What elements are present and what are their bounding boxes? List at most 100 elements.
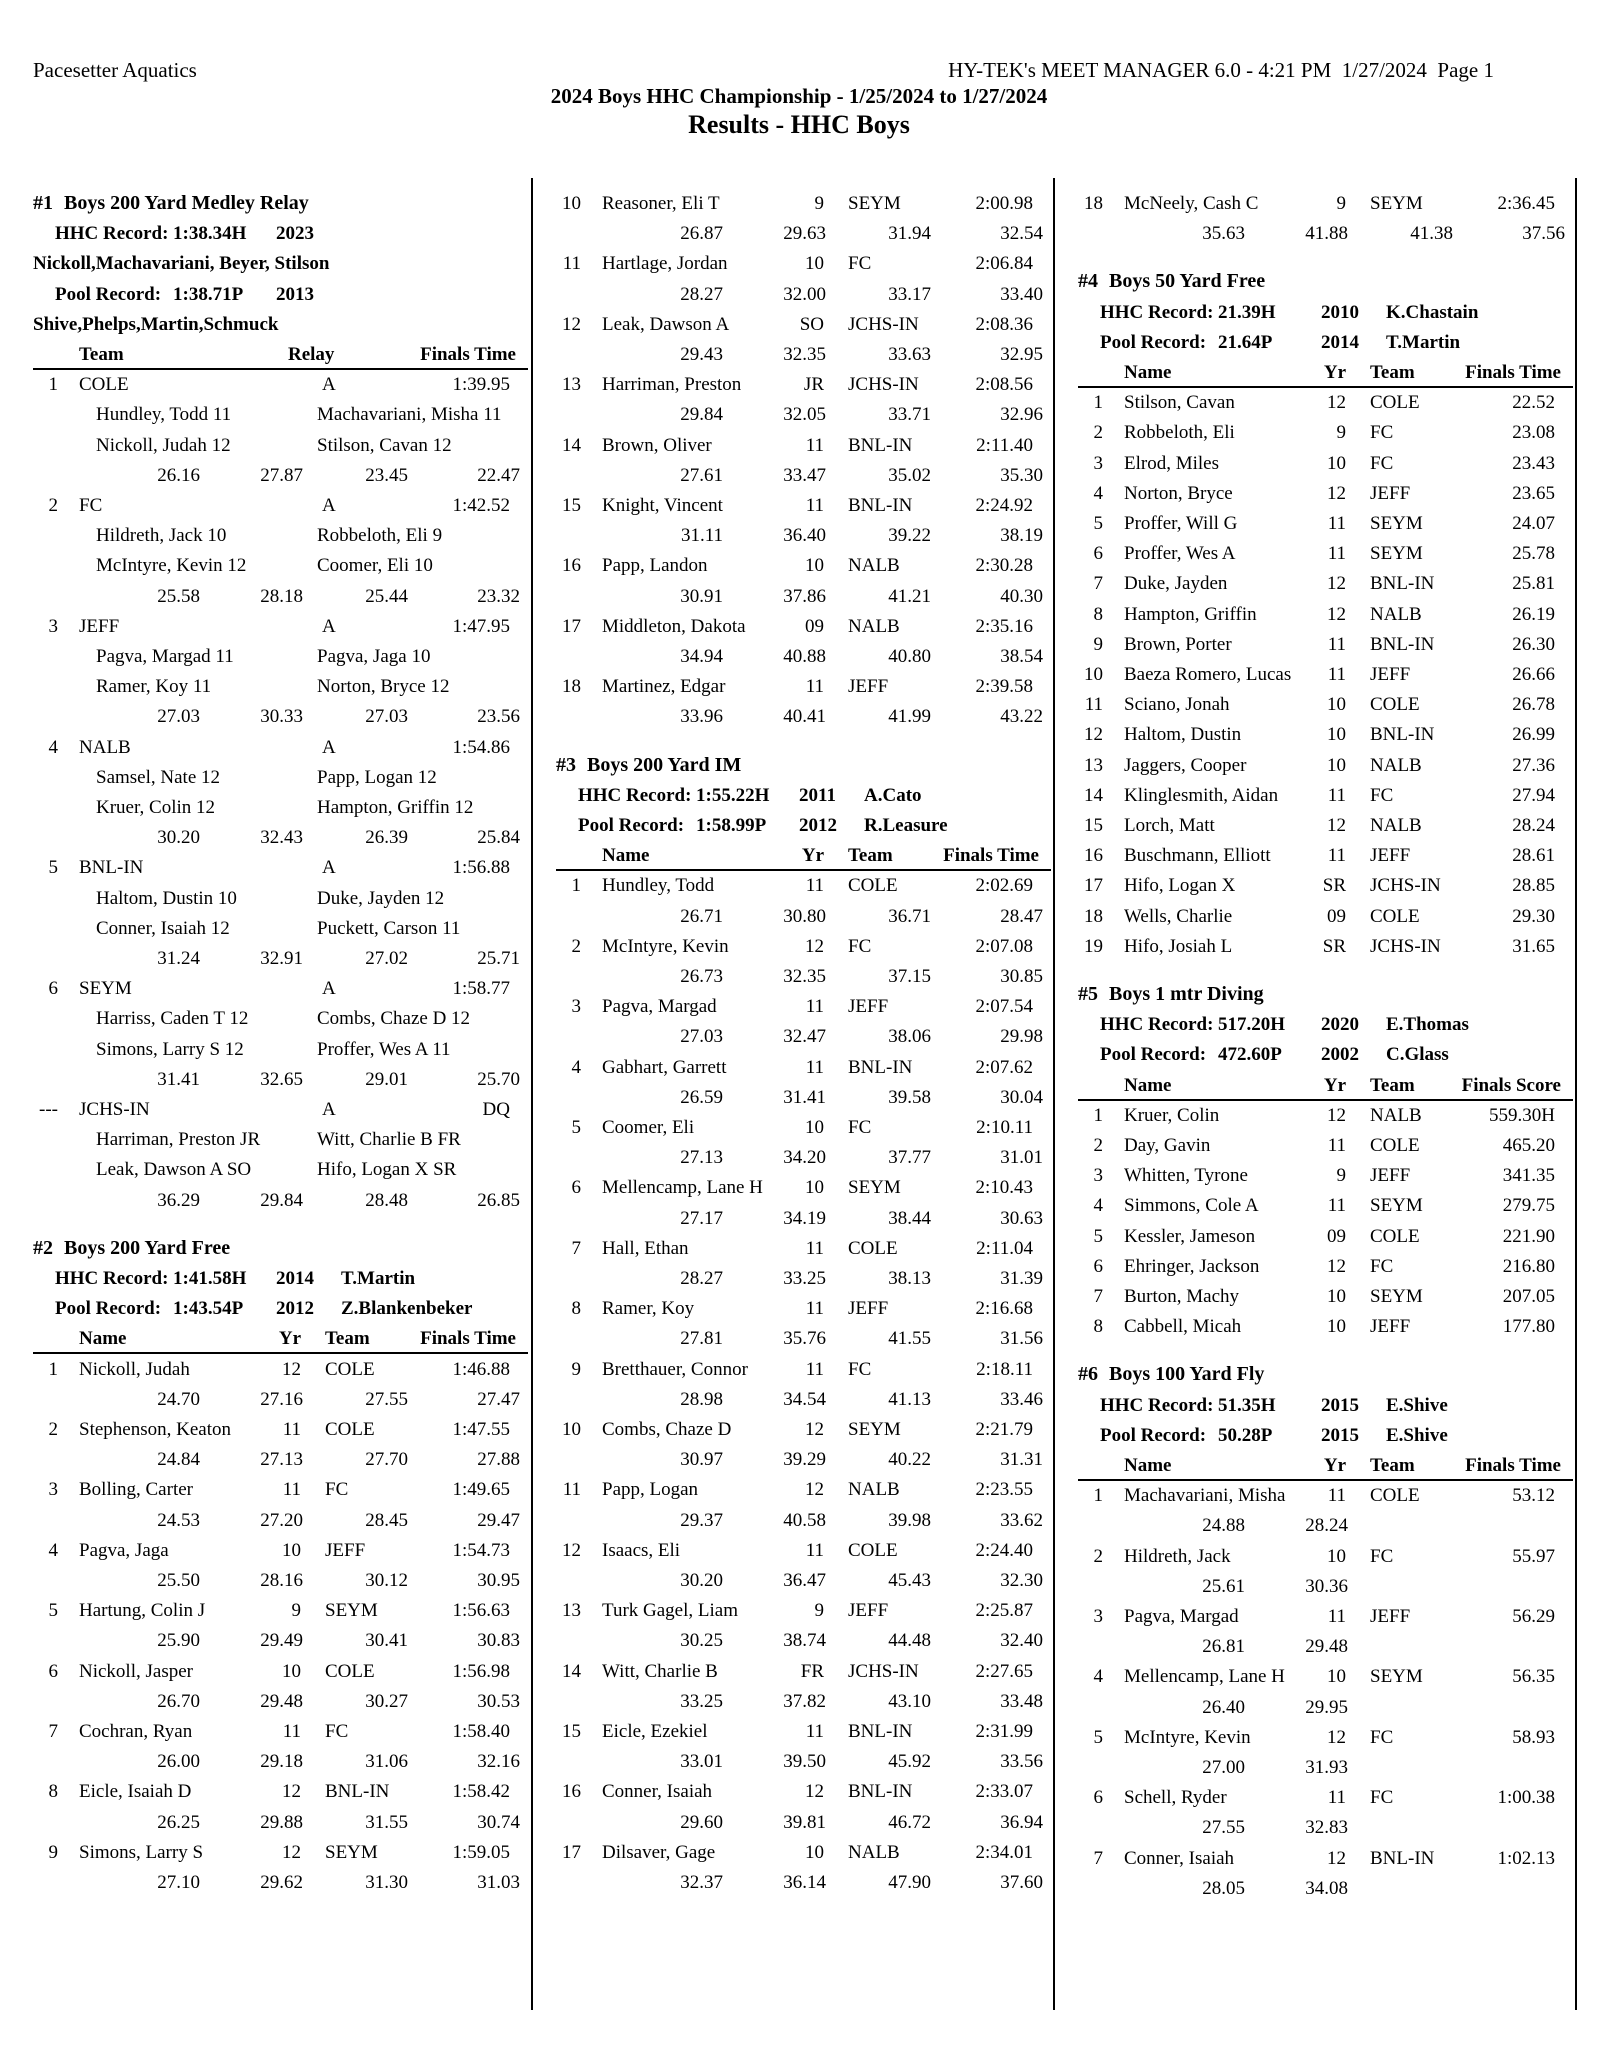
split-time: 24.70 (157, 1388, 200, 1410)
splits-row: 26.40 29.95 (1078, 1692, 1575, 1723)
finals-time: 25.78 (1512, 543, 1555, 565)
relay-designator: A (322, 978, 336, 1000)
team-name: BNL-IN (848, 1056, 913, 1078)
finals-time: 28.61 (1512, 845, 1555, 867)
splits-row: 24.84 27.13 27.70 27.88 (33, 1444, 530, 1475)
finals-time: 2:07.62 (975, 1056, 1033, 1078)
split-time: 28.16 (260, 1570, 303, 1591)
swimmer-name: Klinglesmith, Aidan (1124, 784, 1279, 806)
team-name: FC (1370, 1726, 1394, 1748)
splits-row: 33.25 37.82 43.10 33.48 (556, 1686, 1053, 1717)
swimmer-year: 11 (1327, 543, 1346, 565)
splits-row: 29.84 32.05 33.71 32.96 (556, 399, 1053, 430)
event-number: #3 (556, 753, 576, 776)
place: 6 (1093, 1255, 1104, 1277)
event-title: #3 Boys 200 Yard IM (556, 750, 1053, 781)
team-name: COLE (848, 1237, 898, 1259)
split-time: 31.94 (888, 223, 931, 245)
header-finals: Finals Time (420, 1328, 516, 1350)
swimmer-name: Cochran, Ryan (79, 1721, 193, 1742)
splits-row: 27.61 33.47 35.02 35.30 (556, 460, 1053, 491)
team-name: COLE (1370, 905, 1420, 927)
swimmer-name: Pagva, Margad (602, 996, 717, 1018)
finals-time: 1:56.98 (452, 1660, 510, 1682)
record-holders: Nickoll,Machavariani, Beyer, Stilson (33, 253, 330, 275)
place: 3 (1093, 1606, 1104, 1627)
header-yr: Yr (278, 1328, 301, 1350)
result-row: 6 SEYM A 1:58.77 (33, 973, 530, 1004)
swimmer-year: 11 (805, 1721, 824, 1742)
record-year: 2012 (799, 815, 837, 836)
splits-row: 27.03 30.33 27.03 23.56 (33, 701, 530, 732)
swimmer-year: 11 (1327, 845, 1346, 867)
swimmer-year: 11 (805, 1358, 824, 1380)
split-time: 29.47 (477, 1509, 520, 1531)
split-time: 28.05 (1202, 1877, 1245, 1899)
finals-time: 1:46.88 (452, 1358, 510, 1380)
split-time: 28.24 (1305, 1515, 1348, 1537)
report-source: Pacesetter Aquatics (33, 58, 197, 82)
splits-row: 30.20 36.47 45.43 32.30 (556, 1565, 1053, 1596)
header-team: Team (848, 845, 893, 867)
team-name: NALB (848, 615, 900, 637)
split-time: 33.48 (1000, 1690, 1043, 1712)
split-time: 29.84 (680, 404, 723, 426)
split-time: 32.83 (1305, 1817, 1348, 1839)
relay-swimmers-row: Hundley, Todd 11 Machavariani, Misha 11 (33, 399, 530, 430)
record-line: HHC Record: 1:38.34H 2023 (33, 218, 530, 249)
place: 6 (571, 1177, 582, 1199)
record-holders-line: Nickoll,Machavariani, Beyer, Stilson (33, 248, 530, 279)
place: 13 (562, 374, 581, 396)
team-name: JCHS-IN (1370, 935, 1441, 957)
record-line: Pool Record: 472.60P 2002 C.Glass (1078, 1039, 1575, 1070)
swimmer-year: 9 (814, 193, 825, 214)
finals-time: 26.99 (1512, 724, 1555, 746)
place: 8 (1093, 603, 1104, 625)
swimmer-year: 10 (805, 253, 824, 275)
split-time: 30.63 (1000, 1207, 1043, 1229)
split-time: 28.18 (260, 585, 303, 607)
split-time: 30.20 (157, 827, 200, 849)
swimmer-name: Jaggers, Cooper (1124, 754, 1247, 776)
swimmer-name: Leak, Dawson A (602, 313, 730, 335)
swimmer-year: 12 (1327, 603, 1346, 625)
place: 5 (1093, 1225, 1104, 1247)
split-time: 27.70 (365, 1449, 408, 1471)
split-time: 26.81 (1202, 1636, 1245, 1658)
place: 2 (48, 495, 59, 516)
team-name: BNL-IN (1370, 633, 1435, 655)
splits-row: 28.27 32.00 33.17 33.40 (556, 279, 1053, 310)
place: 4 (571, 1056, 582, 1078)
swimmer-year: 11 (805, 676, 824, 698)
split-time: 29.95 (1305, 1696, 1348, 1718)
record-holders-line: Shive,Phelps,Martin,Schmuck (33, 309, 530, 340)
split-time: 27.02 (365, 948, 408, 969)
split-time: 32.96 (1000, 404, 1043, 426)
result-row: 11 Sciano, Jonah 10 COLE 26.78 (1078, 689, 1575, 720)
finals-time: 26.78 (1512, 694, 1555, 716)
place: 1 (1093, 1485, 1104, 1507)
team-name: COLE (848, 875, 898, 897)
split-time: 40.41 (783, 706, 826, 728)
swimmer-year: 12 (1327, 1847, 1346, 1869)
split-time: 45.43 (888, 1570, 931, 1591)
team-name: JEFF (1370, 1606, 1411, 1627)
record-year: 2012 (276, 1298, 314, 1320)
team-name: SEYM (848, 193, 901, 214)
split-time: 27.03 (365, 706, 408, 728)
split-time: 27.00 (1202, 1757, 1245, 1778)
split-time: 25.50 (157, 1570, 200, 1591)
swimmer-year: 11 (805, 495, 824, 516)
swimmer-year: 10 (1327, 1316, 1346, 1338)
finals-time: 27.94 (1512, 784, 1555, 806)
split-time: 33.25 (783, 1268, 826, 1289)
record-label: HHC Record: (1100, 301, 1214, 323)
splits-row: 27.10 29.62 31.30 31.03 (33, 1867, 530, 1898)
split-time: 39.50 (783, 1751, 826, 1773)
place: 8 (571, 1298, 582, 1320)
split-time: 29.98 (1000, 1026, 1043, 1048)
split-time: 46.72 (888, 1811, 931, 1833)
split-time: 38.19 (1000, 525, 1043, 547)
split-time: 35.02 (888, 464, 931, 486)
team-name: NALB (79, 736, 131, 758)
